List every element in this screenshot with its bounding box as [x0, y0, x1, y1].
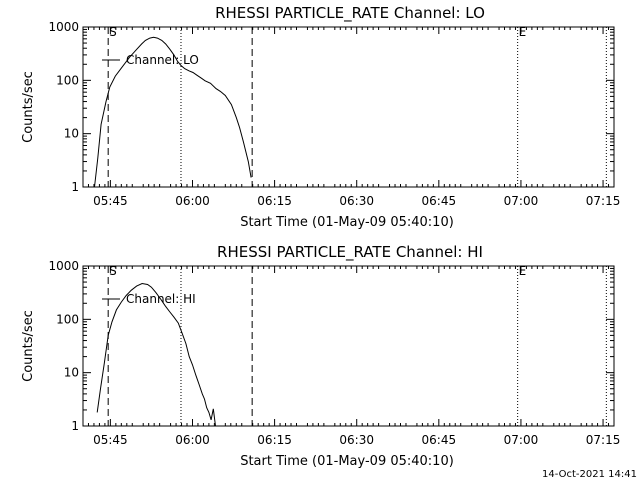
hi-chart-title: RHESSI PARTICLE_RATE Channel: HI: [217, 243, 483, 262]
hi-x-tick-label: 05:45: [93, 433, 128, 447]
hi-x-tick-label: 06:45: [422, 433, 457, 447]
lo-x-tick-label: 07:00: [504, 194, 539, 208]
lo-x-tick-label: 06:30: [339, 194, 374, 208]
render-timestamp: 14-Oct-2021 14:41: [542, 469, 637, 480]
hi-legend-label: Channel: HI: [126, 292, 196, 306]
hi-y-tick-label: 10: [64, 366, 79, 380]
lo-x-tick-label: 06:15: [257, 194, 292, 208]
lo-x-axis-label: Start Time (01-May-09 05:40:10): [240, 215, 454, 230]
hi-y-axis-label: Counts/sec: [21, 310, 36, 382]
lo-plot-frame: [82, 26, 615, 188]
hi-series-line: [96, 282, 216, 427]
lo-series-line: [94, 36, 252, 188]
lo-y-tick-label: 1: [71, 180, 79, 194]
lo-x-tick-label: 06:45: [422, 194, 457, 208]
lo-x-tick-label: 07:15: [586, 194, 621, 208]
lo-channel-panel: RHESSI PARTICLE_RATE Channel: LO Counts/…: [21, 4, 620, 230]
hi-plot-frame: [82, 265, 615, 427]
lo-x-tick-label: 05:45: [93, 194, 128, 208]
hi-x-axis-label: Start Time (01-May-09 05:40:10): [240, 454, 454, 469]
hi-x-tick-label: 06:00: [175, 433, 210, 447]
lo-event-marker-label: E: [519, 25, 527, 39]
hi-x-tick-label: 06:30: [339, 433, 374, 447]
hi-event-marker-label: S: [109, 264, 117, 278]
hi-y-tick-label: 1: [71, 419, 79, 433]
hi-channel-panel: RHESSI PARTICLE_RATE Channel: HI Counts/…: [21, 243, 620, 469]
hi-y-tick-label: 100: [56, 312, 79, 326]
lo-y-axis-label: Counts/sec: [21, 71, 36, 143]
hi-x-tick-label: 07:15: [586, 433, 621, 447]
hi-y-tick-label: 1000: [48, 259, 79, 273]
hi-event-marker-label: E: [519, 264, 527, 278]
lo-y-tick-label: 100: [56, 73, 79, 87]
hi-x-tick-label: 06:15: [257, 433, 292, 447]
lo-y-tick-label: 1000: [48, 20, 79, 34]
lo-event-marker-label: S: [109, 25, 117, 39]
lo-legend-label: Channel: LO: [126, 53, 199, 67]
lo-x-tick-label: 06:00: [175, 194, 210, 208]
lo-chart-title: RHESSI PARTICLE_RATE Channel: LO: [215, 4, 485, 23]
lo-y-tick-label: 10: [64, 127, 79, 141]
hi-x-tick-label: 07:00: [504, 433, 539, 447]
